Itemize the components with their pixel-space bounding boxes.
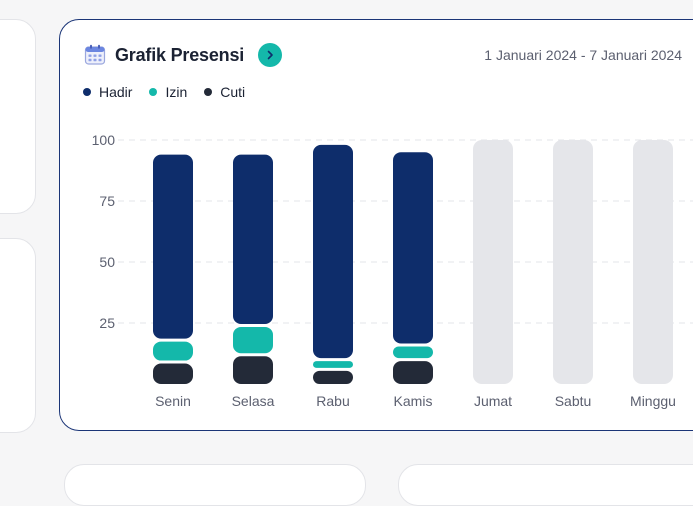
left-card-middle bbox=[0, 238, 36, 433]
legend-item-izin: Izin bbox=[149, 84, 187, 100]
chart-nav-button[interactable] bbox=[258, 43, 282, 67]
legend-label-cuti: Cuti bbox=[220, 84, 246, 100]
bar-segment-izin bbox=[393, 346, 433, 359]
bar-segment-hadir bbox=[313, 144, 353, 359]
x-tick-label: Rabu bbox=[316, 393, 349, 409]
bar-segment-izin bbox=[313, 361, 353, 368]
bar-segment-hadir bbox=[393, 152, 433, 344]
bar-empty-jumat bbox=[473, 140, 513, 384]
bar-segment-cuti bbox=[393, 361, 433, 384]
legend-item-hadir: Hadir bbox=[83, 84, 132, 100]
bottom-card-left bbox=[64, 464, 366, 506]
x-tick-label: Sabtu bbox=[555, 393, 592, 409]
calendar-icon bbox=[84, 44, 106, 65]
chart-legend: Hadir Izin Cuti bbox=[83, 84, 245, 100]
chevron-right-icon bbox=[267, 50, 273, 60]
bar-segment-izin bbox=[233, 326, 273, 354]
bar-segment-cuti bbox=[153, 363, 193, 384]
bottom-card-right bbox=[398, 464, 693, 506]
x-tick-label: Selasa bbox=[232, 393, 275, 409]
date-range[interactable]: 1 Januari 2024 - 7 Januari 2024 bbox=[484, 47, 682, 63]
legend-label-hadir: Hadir bbox=[99, 84, 133, 100]
left-card-top bbox=[0, 19, 36, 214]
legend-label-izin: Izin bbox=[165, 84, 188, 100]
bar-empty-sabtu bbox=[553, 140, 593, 384]
legend-item-cuti: Cuti bbox=[204, 84, 245, 100]
legend-dot-cuti bbox=[204, 88, 213, 96]
bar-empty-minggu bbox=[633, 140, 673, 384]
bar-segment-hadir bbox=[153, 154, 193, 339]
bar-segment-cuti bbox=[313, 370, 353, 384]
bar-segment-cuti bbox=[233, 356, 273, 384]
x-tick-label: Jumat bbox=[474, 393, 512, 409]
y-tick-label: 100 bbox=[92, 132, 116, 148]
legend-dot-izin bbox=[149, 88, 158, 96]
y-tick-label: 75 bbox=[99, 193, 115, 209]
chart-title: Grafik Presensi bbox=[115, 45, 245, 65]
bar-segment-hadir bbox=[233, 154, 273, 324]
y-tick-label: 50 bbox=[99, 254, 115, 270]
x-tick-label: Minggu bbox=[630, 393, 676, 409]
attendance-bar-chart: 25 50 75 100 Senin Selasa Rabu Kamis Jumat Sabtu M… bbox=[92, 132, 693, 409]
y-tick-label: 25 bbox=[99, 315, 115, 331]
legend-dot-hadir bbox=[83, 88, 91, 96]
x-tick-label: Senin bbox=[155, 393, 191, 409]
bar-segment-izin bbox=[153, 341, 193, 361]
x-tick-label: Kamis bbox=[394, 393, 433, 409]
